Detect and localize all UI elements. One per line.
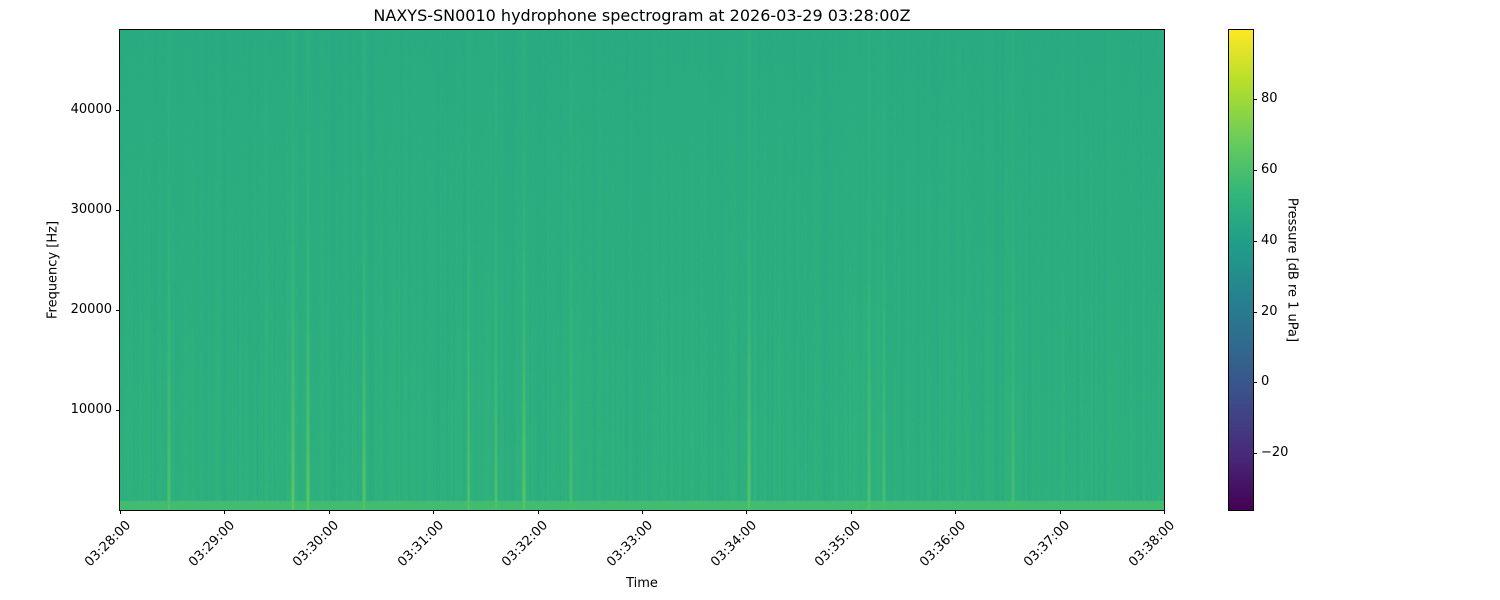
broadband-event xyxy=(867,30,869,510)
y-tick-label: 20000 xyxy=(70,302,112,317)
spectrogram-heatmap xyxy=(119,29,1165,511)
colorbar-tick-label: −20 xyxy=(1261,445,1289,461)
x-tick-mark xyxy=(746,510,748,514)
x-tick-label: 03:32:00 xyxy=(499,518,552,570)
colorbar-tick-label: 0 xyxy=(1261,374,1270,390)
x-tick-label: 03:36:00 xyxy=(916,518,969,570)
y-tick-mark xyxy=(116,210,120,211)
y-tick-label: 40000 xyxy=(70,102,112,117)
x-tick-label: 03:30:00 xyxy=(290,518,343,570)
x-tick-mark xyxy=(537,510,539,514)
broadband-event xyxy=(291,30,293,510)
x-tick-mark xyxy=(850,510,852,514)
broadband-event xyxy=(570,30,572,510)
x-tick-mark xyxy=(955,510,957,514)
x-tick-mark xyxy=(642,510,643,514)
colorbar xyxy=(1228,29,1254,511)
colorbar-tick-label: 20 xyxy=(1261,303,1278,319)
broadband-event xyxy=(307,30,309,510)
x-tick-mark xyxy=(328,510,330,514)
colorbar-tick-label: 80 xyxy=(1261,91,1278,107)
broadband-event xyxy=(363,30,365,510)
colorbar-label: Pressure [dB re 1 uPa] xyxy=(1284,197,1300,343)
x-tick-label: 03:28:00 xyxy=(81,518,134,570)
y-tick-label: 30000 xyxy=(70,202,112,217)
broadband-event xyxy=(523,30,525,510)
x-tick-label: 03:29:00 xyxy=(186,518,239,570)
broadband-event xyxy=(1012,30,1014,510)
broadband-event xyxy=(467,30,469,510)
broadband-event xyxy=(495,30,497,510)
x-tick-label: 03:37:00 xyxy=(1021,518,1074,570)
broadband-event xyxy=(168,30,170,510)
colorbar-tick-label: 40 xyxy=(1261,232,1278,248)
colorbar-tick-label: 60 xyxy=(1261,161,1278,177)
chart-title: NAXYS-SN0010 hydrophone spectrogram at 2… xyxy=(373,6,911,25)
y-tick-mark xyxy=(116,410,120,411)
x-tick-label: 03:35:00 xyxy=(812,518,865,570)
colorbar-tick-mark xyxy=(1253,169,1257,171)
broadband-event xyxy=(883,30,885,510)
x-tick-mark xyxy=(1164,510,1165,514)
colorbar-tick-mark xyxy=(1253,311,1257,313)
x-tick-mark xyxy=(224,510,226,514)
x-tick-mark xyxy=(1059,510,1061,514)
colorbar-tick-mark xyxy=(1253,240,1257,242)
x-tick-label: 03:31:00 xyxy=(394,518,447,570)
x-tick-label: 03:33:00 xyxy=(603,518,656,570)
broadband-event xyxy=(747,30,749,510)
y-tick-mark xyxy=(116,110,120,111)
y-tick-label: 10000 xyxy=(70,402,112,417)
x-tick-mark xyxy=(120,510,121,514)
x-tick-label: 03:34:00 xyxy=(708,518,761,570)
colorbar-tick-mark xyxy=(1253,453,1257,455)
colorbar-tick-mark xyxy=(1253,99,1257,101)
y-tick-mark xyxy=(116,310,120,311)
x-tick-mark xyxy=(433,510,435,514)
x-tick-label: 03:38:00 xyxy=(1125,518,1178,570)
colorbar-tick-mark xyxy=(1253,382,1257,384)
x-axis-label: Time xyxy=(626,576,658,591)
